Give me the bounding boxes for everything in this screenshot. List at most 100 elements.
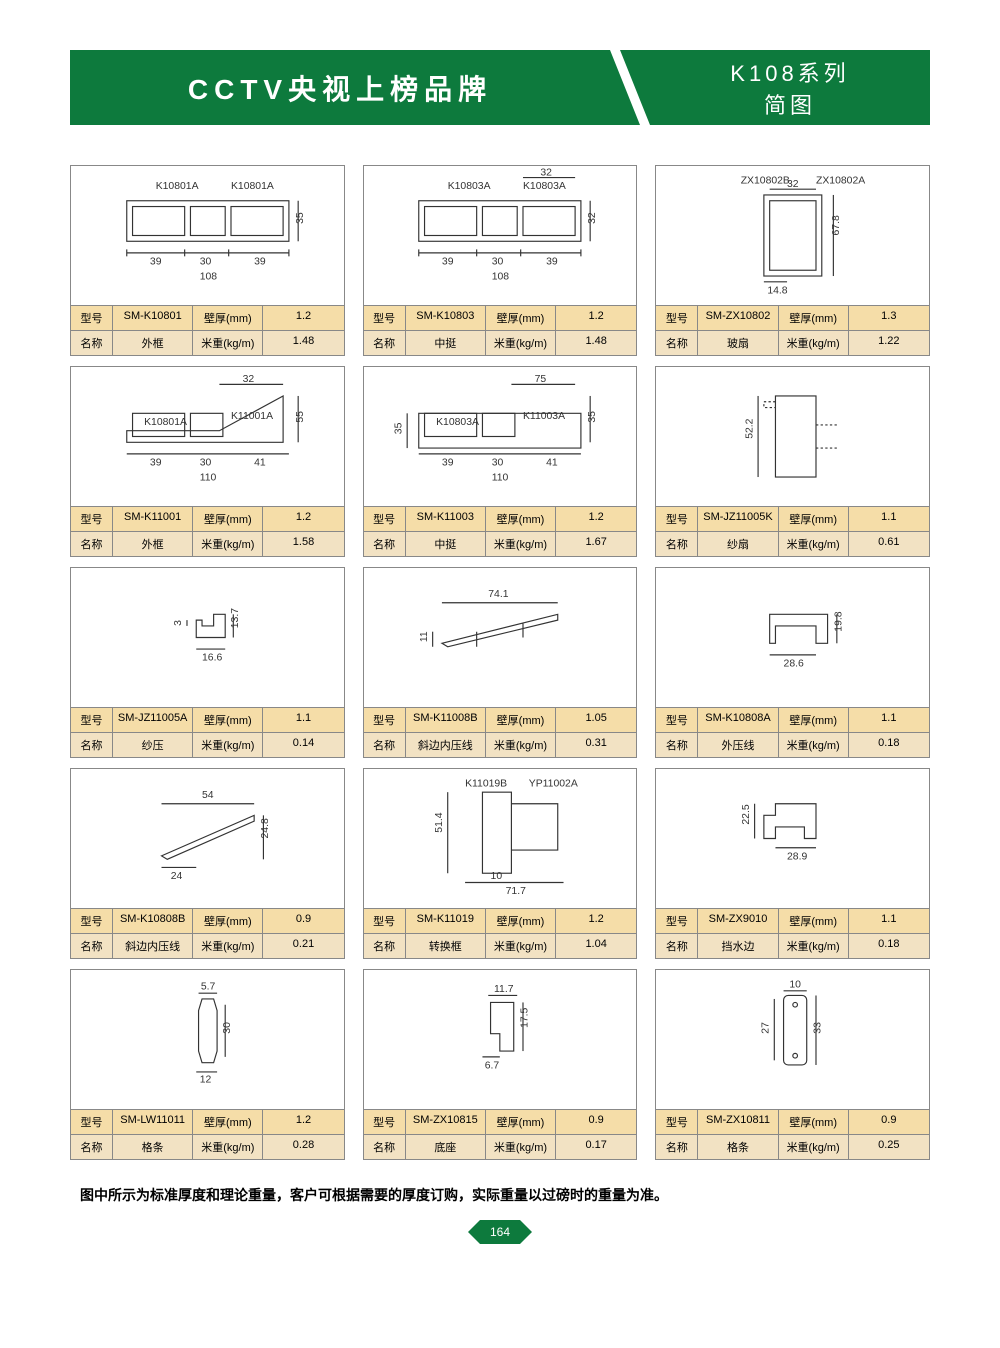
spec-cell: 名称 bbox=[364, 934, 406, 958]
svg-text:67.8: 67.8 bbox=[831, 215, 842, 235]
svg-text:3: 3 bbox=[173, 620, 184, 626]
svg-text:35: 35 bbox=[294, 212, 305, 224]
spec-cell: 1.1 bbox=[849, 708, 929, 733]
svg-text:41: 41 bbox=[546, 457, 558, 468]
spec-cell: 壁厚(mm) bbox=[486, 507, 556, 532]
spec-cell: 名称 bbox=[71, 331, 113, 355]
spec-cell: 名称 bbox=[364, 1135, 406, 1159]
spec-table: 型号SM-ZX10815壁厚(mm)0.9名称底座米重(kg/m)0.17 bbox=[364, 1110, 637, 1159]
spec-cell: 米重(kg/m) bbox=[486, 733, 556, 757]
svg-text:54: 54 bbox=[202, 790, 214, 801]
svg-text:K10803A: K10803A bbox=[523, 181, 566, 192]
profile-cell: 52.2 型号SM-JZ11005K壁厚(mm)1.1名称纱扇米重(kg/m)0.… bbox=[655, 366, 930, 557]
profile-diagram: K10803A K10803A 39 30 39 108 3232 bbox=[384, 166, 616, 305]
diagram-area: 54 24.8 24 bbox=[71, 769, 344, 909]
spec-cell: 型号 bbox=[71, 1110, 113, 1135]
spec-cell: 0.18 bbox=[849, 934, 929, 958]
svg-text:24.8: 24.8 bbox=[260, 818, 271, 838]
svg-text:39: 39 bbox=[254, 256, 266, 267]
brand-title: CCTV央视上榜品牌 bbox=[70, 50, 610, 125]
spec-cell: SM-JZ11005K bbox=[698, 507, 778, 532]
profile-diagram: K11019BYP11002A 51.4 71.7 10 bbox=[384, 769, 616, 908]
spec-cell: 型号 bbox=[364, 909, 406, 934]
spec-cell: 型号 bbox=[364, 708, 406, 733]
diagram-area: 10 27 33 bbox=[656, 970, 929, 1110]
spec-cell: 壁厚(mm) bbox=[486, 306, 556, 331]
svg-text:13.7: 13.7 bbox=[229, 608, 240, 628]
spec-cell: SM-ZX9010 bbox=[698, 909, 778, 934]
svg-text:55: 55 bbox=[294, 411, 305, 423]
spec-cell: 名称 bbox=[656, 532, 698, 556]
svg-text:10: 10 bbox=[491, 871, 503, 882]
profile-diagram: 52.2 bbox=[677, 367, 909, 506]
spec-cell: 1.48 bbox=[263, 331, 343, 355]
spec-cell: 0.9 bbox=[556, 1110, 636, 1135]
svg-text:32: 32 bbox=[787, 179, 799, 190]
diagram-area: 16.6 13.7 3 bbox=[71, 568, 344, 708]
spec-cell: 米重(kg/m) bbox=[486, 934, 556, 958]
spec-table: 型号SM-K10808A壁厚(mm)1.1名称外压线米重(kg/m)0.18 bbox=[656, 708, 929, 757]
svg-text:32: 32 bbox=[242, 374, 254, 385]
svg-text:6.7: 6.7 bbox=[485, 1060, 500, 1071]
spec-cell: 斜边内压线 bbox=[406, 733, 486, 757]
spec-cell: 米重(kg/m) bbox=[486, 331, 556, 355]
spec-cell: 米重(kg/m) bbox=[193, 934, 263, 958]
svg-text:14.8: 14.8 bbox=[767, 285, 787, 296]
spec-cell: 壁厚(mm) bbox=[193, 708, 263, 733]
spec-cell: 型号 bbox=[71, 708, 113, 733]
spec-cell: SM-ZX10815 bbox=[406, 1110, 486, 1135]
svg-text:11: 11 bbox=[419, 631, 430, 642]
svg-text:19.8: 19.8 bbox=[833, 611, 844, 631]
spec-cell: 型号 bbox=[71, 306, 113, 331]
spec-cell: 0.9 bbox=[263, 909, 343, 934]
spec-cell: 斜边内压线 bbox=[113, 934, 193, 958]
spec-cell: 0.31 bbox=[556, 733, 636, 757]
spec-cell: 0.61 bbox=[849, 532, 929, 556]
spec-cell: 名称 bbox=[71, 934, 113, 958]
svg-text:28.6: 28.6 bbox=[783, 658, 803, 669]
spec-table: 型号SM-K10808B壁厚(mm)0.9名称斜边内压线米重(kg/m)0.21 bbox=[71, 909, 344, 958]
svg-text:K10801A: K10801A bbox=[230, 181, 273, 192]
spec-cell: 1.2 bbox=[263, 507, 343, 532]
spec-cell: 转换框 bbox=[406, 934, 486, 958]
svg-text:39: 39 bbox=[442, 256, 454, 267]
svg-text:30: 30 bbox=[199, 457, 211, 468]
spec-cell: 米重(kg/m) bbox=[779, 532, 849, 556]
svg-text:10: 10 bbox=[789, 979, 801, 990]
diagram-area: 22.5 28.9 bbox=[656, 769, 929, 909]
spec-cell: 纱扇 bbox=[698, 532, 778, 556]
spec-cell: 壁厚(mm) bbox=[779, 708, 849, 733]
svg-text:12: 12 bbox=[199, 1074, 211, 1085]
svg-text:ZX10802A: ZX10802A bbox=[816, 175, 865, 186]
profile-diagram: 75 K10803A K11003A 39 30 41 110 3535 bbox=[384, 367, 616, 506]
spec-cell: 米重(kg/m) bbox=[193, 331, 263, 355]
spec-cell: SM-K11008B bbox=[406, 708, 486, 733]
spec-cell: 1.3 bbox=[849, 306, 929, 331]
spec-cell: 1.2 bbox=[556, 507, 636, 532]
svg-text:ZX10802B: ZX10802B bbox=[741, 175, 790, 186]
svg-text:52.2: 52.2 bbox=[744, 418, 755, 438]
spec-cell: 米重(kg/m) bbox=[193, 1135, 263, 1159]
svg-text:30: 30 bbox=[221, 1022, 232, 1034]
page-number: 164 bbox=[480, 1220, 520, 1244]
spec-cell: 型号 bbox=[71, 909, 113, 934]
spec-cell: 米重(kg/m) bbox=[486, 532, 556, 556]
diagram-area: 75 K10803A K11003A 39 30 41 110 3535 bbox=[364, 367, 637, 507]
svg-text:17.5: 17.5 bbox=[520, 1007, 531, 1027]
spec-cell: 壁厚(mm) bbox=[486, 909, 556, 934]
svg-text:41: 41 bbox=[254, 457, 266, 468]
spec-cell: 型号 bbox=[656, 507, 698, 532]
spec-cell: 壁厚(mm) bbox=[486, 708, 556, 733]
profile-cell: K10801A K10801A 39 30 39 108 35型号SM-K108… bbox=[70, 165, 345, 356]
profile-diagram: 16.6 13.7 3 bbox=[92, 568, 324, 707]
profile-cell: 16.6 13.7 3型号SM-JZ11005A壁厚(mm)1.1名称纱压米重(… bbox=[70, 567, 345, 758]
spec-cell: SM-ZX10811 bbox=[698, 1110, 778, 1135]
spec-table: 型号SM-ZX10802壁厚(mm)1.3名称玻扇米重(kg/m)1.22 bbox=[656, 306, 929, 355]
profile-diagram: 22.5 28.9 bbox=[677, 769, 909, 908]
footnote: 图中所示为标准厚度和理论重量，客户可根据需要的厚度订购，实际重量以过磅时的重量为… bbox=[70, 1185, 930, 1205]
spec-table: 型号SM-JZ11005K壁厚(mm)1.1名称纱扇米重(kg/m)0.61 bbox=[656, 507, 929, 556]
spec-cell: 名称 bbox=[656, 1135, 698, 1159]
spec-cell: 名称 bbox=[71, 532, 113, 556]
spec-cell: 0.28 bbox=[263, 1135, 343, 1159]
spec-cell: 名称 bbox=[364, 331, 406, 355]
